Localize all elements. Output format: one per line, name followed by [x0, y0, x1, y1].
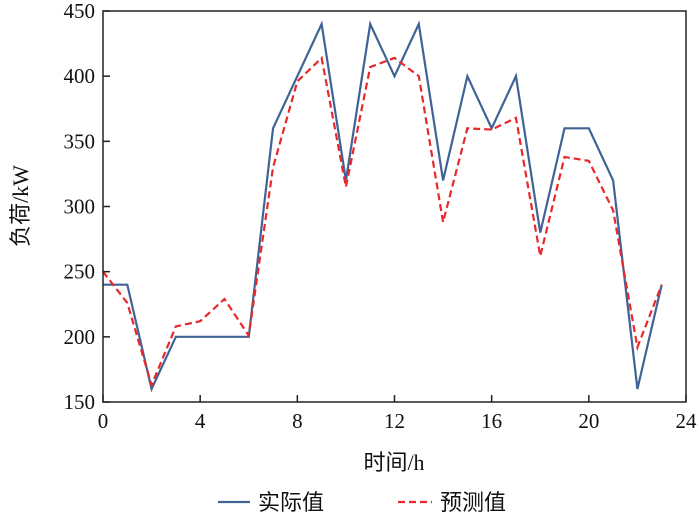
series-line-actual — [103, 20, 663, 393]
y-tick-label: 450 — [64, 0, 96, 23]
series-layer — [102, 20, 663, 393]
y-tick-label: 250 — [64, 260, 96, 284]
x-tick-label: 20 — [578, 409, 599, 433]
x-tick-label: 4 — [195, 409, 206, 433]
x-tick-label: 8 — [292, 409, 303, 433]
legend: 实际值 预测值 — [218, 490, 506, 515]
y-tick-label: 200 — [64, 325, 96, 349]
axis-ticks: 0 4 8 12 16 20 24 150 200 250 300 350 400 450 — [64, 0, 698, 433]
series-line-predicted — [102, 55, 663, 389]
x-tick-label: 12 — [384, 409, 405, 433]
y-tick-label: 300 — [64, 195, 96, 219]
legend-label-predicted: 预测值 — [440, 490, 506, 515]
y-tick-label: 350 — [64, 129, 96, 153]
x-tick-label: 24 — [676, 409, 698, 433]
plot-frame — [102, 10, 687, 403]
y-tick-label: 400 — [64, 64, 96, 88]
y-tick-label: 150 — [64, 390, 96, 414]
x-axis-label: 时间/h — [363, 450, 424, 475]
y-axis-label: 负荷/kW — [8, 165, 33, 247]
legend-label-actual: 实际值 — [258, 490, 324, 515]
x-tick-label: 16 — [481, 409, 502, 433]
x-tick-label: 0 — [98, 409, 109, 433]
